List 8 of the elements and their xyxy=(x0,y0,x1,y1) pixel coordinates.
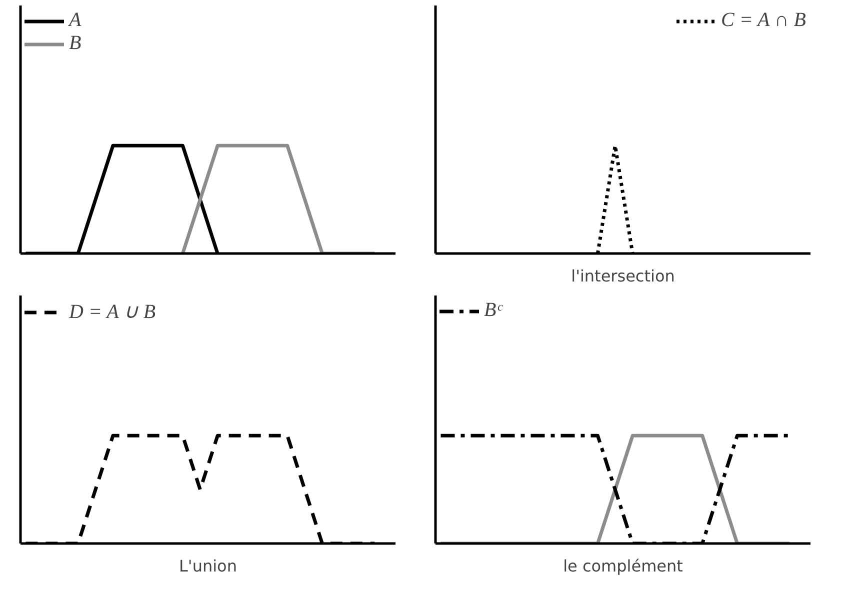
legend-label: B xyxy=(69,32,82,55)
x-axis-title: l'intersection xyxy=(571,266,675,286)
legend-label: A xyxy=(69,9,82,32)
legend-label: Bᶜ xyxy=(484,299,504,322)
x-axis-title: L'union xyxy=(179,556,237,576)
x-axis-title: le complément xyxy=(563,556,683,576)
legend-label: D = A ∪ B xyxy=(69,300,156,324)
legend-label: C = A ∩ B xyxy=(721,9,806,32)
